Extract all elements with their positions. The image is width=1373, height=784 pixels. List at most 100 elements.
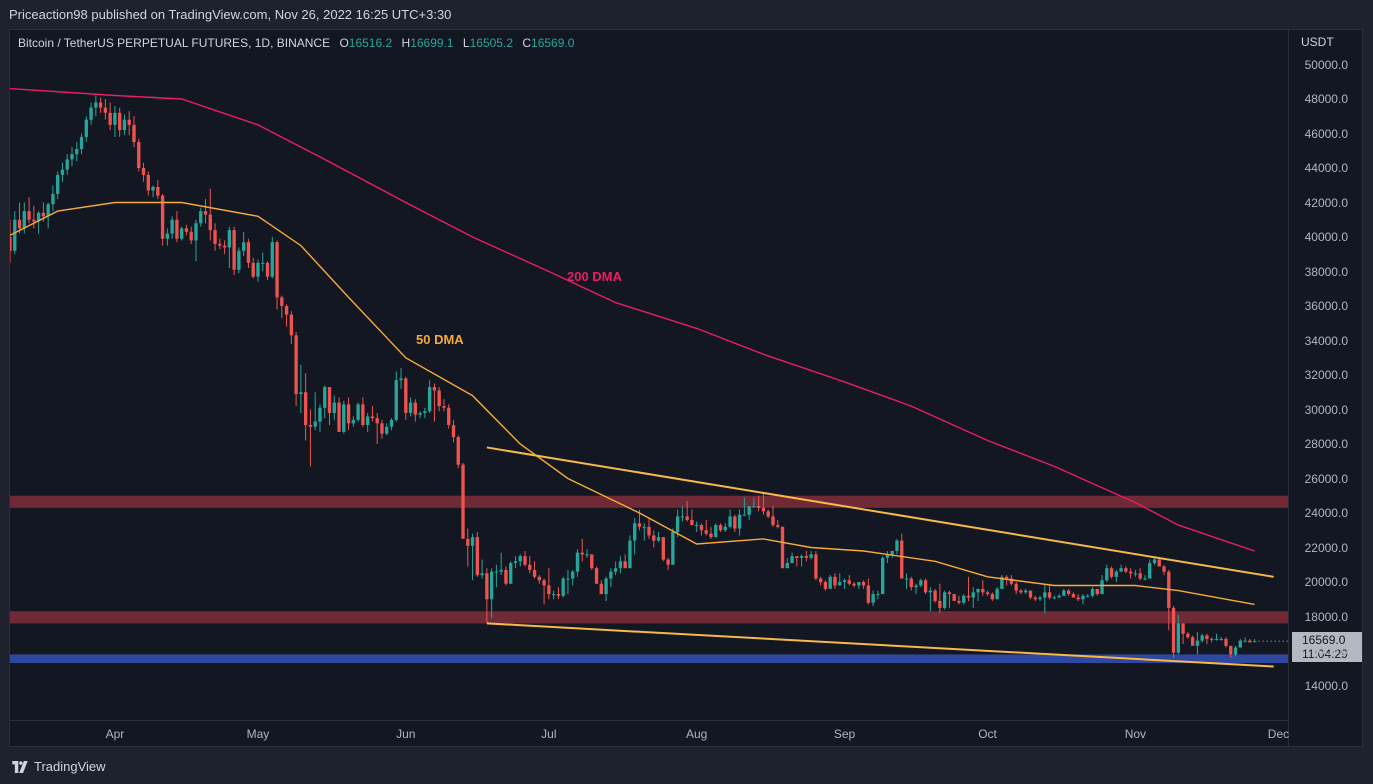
candle-body — [757, 506, 761, 508]
candle-body — [94, 102, 98, 108]
tradingview-logo-icon — [12, 760, 28, 773]
candle-body — [141, 168, 146, 175]
last-price-value: 16569.0 — [1302, 633, 1346, 648]
candle-body — [919, 580, 923, 586]
candle-body — [480, 573, 484, 576]
candle-body — [1186, 633, 1190, 638]
candle-body — [108, 112, 112, 125]
candle-body — [642, 526, 646, 528]
candle-body — [389, 419, 394, 427]
candle-body — [895, 540, 899, 551]
candle-body — [714, 525, 718, 538]
candle-body — [952, 594, 956, 601]
candle-body — [933, 590, 937, 601]
candle-body — [27, 211, 31, 220]
price-tick-label: 14000.0 — [1304, 678, 1348, 693]
candle-body — [942, 592, 947, 608]
candle-body — [1224, 638, 1228, 646]
low-label: L — [462, 36, 470, 50]
candle-body — [1214, 638, 1219, 640]
candle-body — [342, 404, 346, 432]
candle-body — [56, 174, 60, 194]
candle-body — [485, 573, 489, 600]
price-tick-label: 46000.0 — [1304, 126, 1348, 141]
candle-body — [823, 582, 828, 589]
candle-body — [79, 136, 84, 150]
candle-body — [294, 335, 298, 394]
candle-body — [876, 594, 880, 596]
symbol-name: Bitcoin / TetherUS PERPETUAL FUTURES, 1D… — [18, 36, 331, 50]
price-axis[interactable]: USDT 16569.0 11:04:29 14000.0 16000.0 1800… — [1288, 30, 1362, 746]
candle-body — [609, 571, 613, 579]
candle-body — [1190, 637, 1195, 646]
plot-area[interactable]: 200 DMA 50 DMA — [10, 30, 1288, 720]
candle-body — [976, 588, 980, 593]
price-tick-label: 36000.0 — [1304, 299, 1348, 313]
candle-body — [346, 404, 351, 424]
candle-body — [442, 406, 446, 408]
candle-body — [299, 392, 303, 394]
high-label: H — [401, 36, 411, 50]
candle-body — [284, 306, 289, 315]
candle-body — [356, 404, 360, 420]
candle-body — [1028, 590, 1033, 598]
candle-body — [270, 242, 274, 277]
candle-body — [985, 592, 990, 595]
chart-panel[interactable]: 200 DMA 50 DMA Bitcoin / TetherUS PERPET… — [9, 29, 1363, 747]
price-tick-label: 28000.0 — [1304, 437, 1348, 451]
candle-body — [146, 174, 150, 191]
candle-body — [1047, 592, 1052, 598]
candle-body — [637, 523, 642, 527]
candle-body — [852, 583, 856, 586]
candle-body — [690, 519, 694, 526]
resistance-band-0 — [10, 495, 1288, 508]
time-tick-label: Jun — [396, 727, 416, 741]
candle-body — [118, 112, 122, 131]
price-tick-label: 50000.0 — [1304, 57, 1348, 72]
time-axis[interactable]: Apr May Jun Jul Aug Sep Oct Nov Dec — [10, 720, 1289, 746]
candle-body — [556, 594, 561, 596]
candle-body — [1014, 583, 1018, 591]
candle-body — [475, 537, 479, 576]
open-label: O — [339, 36, 349, 50]
price-tick-label: 26000.0 — [1304, 471, 1348, 486]
candle-body — [17, 219, 22, 229]
ma50-label: 50 DMA — [416, 332, 464, 347]
candle-body — [318, 407, 322, 422]
candle-body — [718, 525, 723, 531]
candle-body — [122, 119, 127, 131]
candle-body — [699, 525, 704, 531]
candle-body — [1057, 595, 1061, 598]
candle-body — [246, 242, 251, 263]
candle-body — [461, 464, 465, 539]
last-price-tag: 16569.0 11:04:29 — [1292, 632, 1362, 663]
candle-body — [32, 219, 36, 222]
candlestick-chart[interactable] — [10, 30, 1288, 720]
candle-body — [156, 186, 160, 196]
candle-body — [1133, 573, 1138, 575]
price-tick-label: 34000.0 — [1304, 333, 1348, 348]
price-tick-label: 18000.0 — [1304, 609, 1348, 624]
candle-body — [103, 107, 108, 113]
candle-body — [404, 378, 408, 413]
candle-body — [1119, 568, 1123, 572]
ma200-label: 200 DMA — [567, 269, 622, 284]
candle-body — [165, 233, 170, 239]
support-band-2 — [10, 654, 1288, 664]
candle-body — [13, 219, 17, 251]
candle-body — [1100, 580, 1104, 595]
candle-body — [332, 402, 336, 413]
candle-body — [289, 314, 294, 336]
candle-body — [232, 230, 236, 270]
candle-body — [733, 516, 737, 529]
candle-body — [1143, 578, 1147, 580]
candle-body — [599, 583, 603, 595]
candle-body — [566, 578, 570, 580]
candle-body — [613, 568, 618, 572]
candle-body — [151, 186, 155, 191]
candle-body — [1019, 590, 1023, 593]
candle-body — [413, 402, 418, 415]
candle-body — [776, 525, 780, 527]
candle-body — [237, 250, 241, 270]
candle-body — [84, 119, 88, 137]
